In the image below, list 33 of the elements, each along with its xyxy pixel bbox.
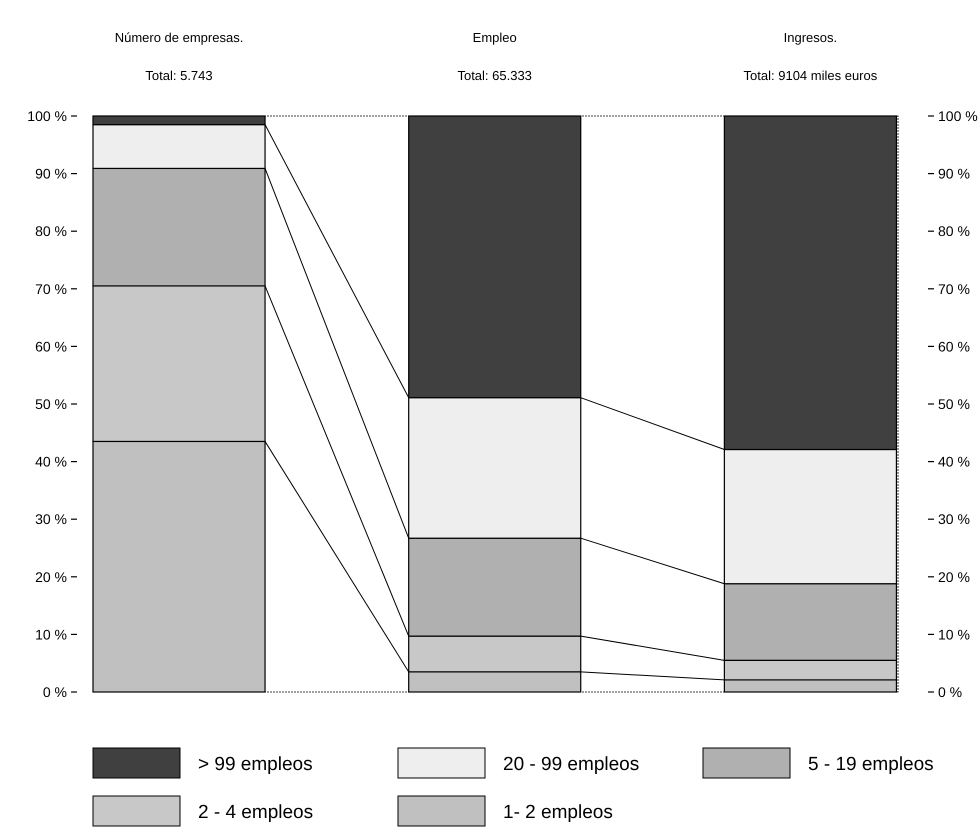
y-tick-label: 60 % <box>35 338 67 354</box>
y2-tick-label: 50 % <box>938 396 970 412</box>
x-tick-label: Número de empresas. <box>114 30 244 45</box>
legend-label: > 99 empleos <box>198 754 313 775</box>
text: Total: 5.743 <box>145 68 213 83</box>
legend-label: 2 - 4 empleos <box>198 802 314 823</box>
y2-tick-label: 40 % <box>938 454 970 470</box>
x-tick-label: Empleo <box>472 30 517 45</box>
y-tick-label: 50 % <box>35 396 67 412</box>
legend-label: 1- 2 empleos <box>503 802 613 823</box>
y2-tick-label: 0 % <box>938 684 962 700</box>
y-tick-label: 40 % <box>35 454 67 470</box>
y2-tick-label: 10 % <box>938 626 970 642</box>
y2-tick-label: 30 % <box>938 511 970 528</box>
y2-tick-label: 100 % <box>938 108 978 124</box>
y2-tick-label: 60 % <box>938 338 970 354</box>
text: Total: 65.333 <box>457 68 532 83</box>
x-tick-label: Ingresos. <box>784 30 838 45</box>
y-tick-label: 30 % <box>35 511 67 528</box>
y-tick-label: 70 % <box>35 280 67 297</box>
y2-tick-label: 80 % <box>938 223 970 240</box>
y2-tick-label: 20 % <box>938 568 970 585</box>
y2-tick-label: 90 % <box>938 166 970 182</box>
y-tick-label: 80 % <box>35 223 67 240</box>
y-tick-label: 10 % <box>35 626 67 642</box>
legend-label: 20 - 99 empleos <box>503 754 640 775</box>
y-tick-label: 100 % <box>27 108 67 124</box>
text: Total: 9104 miles euros <box>744 68 878 83</box>
y-tick-label: 90 % <box>35 166 67 182</box>
y-tick-label: 0 % <box>42 684 67 700</box>
legend-label: 5 - 19 empleos <box>808 754 934 775</box>
y2-tick-label: 70 % <box>938 280 970 297</box>
y-tick-label: 20 % <box>35 568 67 585</box>
